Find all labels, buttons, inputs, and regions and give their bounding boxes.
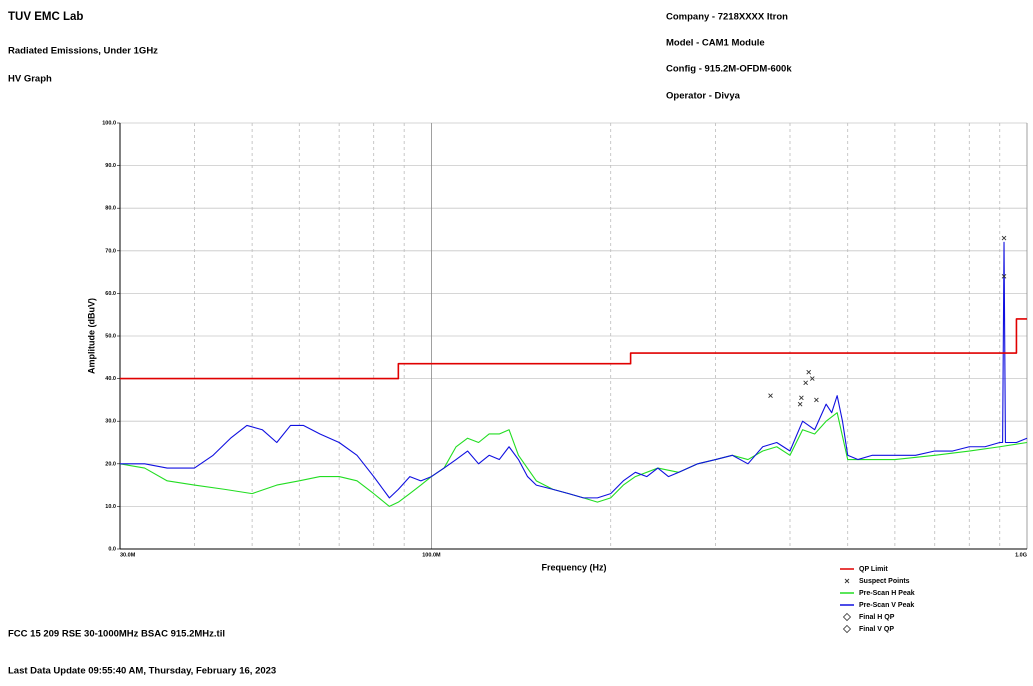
legend-label: Final V QP [859,626,894,633]
x-tick-label: 1.0G [1015,552,1027,558]
lab-title: TUV EMC Lab [8,11,83,23]
config: Config - 915.2M-OFDM-600k [666,64,792,75]
x-axis-label: Frequency (Hz) [541,562,606,572]
legend-label: Pre-Scan V Peak [859,602,914,609]
suspect-point [809,376,815,381]
file-name: FCC 15 209 RSE 30-1000MHz BSAC 915.2MHz.… [8,629,225,640]
suspect-point [803,380,808,386]
legend-label: QP Limit [859,566,888,573]
suspect-point [1001,235,1007,241]
suspect-point [814,397,819,403]
suspect-point [799,395,804,401]
series-line [119,412,1028,507]
y-axis-label: Amplitude (dBuV) [86,298,96,374]
y-tick-label: 50.0 [105,333,116,339]
y-tick-label: 70.0 [105,248,116,254]
legend-swatch [844,578,850,584]
test-name: Radiated Emissions, Under 1GHz [8,46,158,57]
graph-name: HV Graph [8,74,52,85]
legend-label: Final H QP [859,614,895,621]
legend-swatch [842,612,852,622]
y-tick-label: 0.0 [108,546,116,552]
y-tick-label: 80.0 [105,206,116,212]
legend-swatch [842,624,852,634]
y-tick-label: 100.0 [102,120,116,126]
legend-label: Suspect Points [859,578,910,585]
model: Model - CAM1 Module [666,38,765,49]
y-tick-label: 40.0 [105,376,116,382]
suspect-point [797,401,803,407]
legend-label: Pre-Scan H Peak [859,590,915,597]
suspect-point [768,393,773,398]
suspect-point [806,369,812,375]
company: Company - 7218XXXX Itron [666,12,788,23]
y-tick-label: 60.0 [105,291,116,297]
x-tick-label: 30.0M [120,552,136,558]
y-tick-label: 20.0 [105,461,116,467]
series-line [120,318,1027,380]
y-tick-label: 10.0 [105,504,116,510]
x-tick-label: 100.0M [422,552,441,558]
operator: Operator - Divya [666,91,741,102]
y-tick-label: 30.0 [105,419,116,425]
update-time: Last Data Update 09:55:40 AM, Thursday, … [8,666,276,677]
series-line [120,241,1028,499]
y-tick-label: 90.0 [105,163,116,169]
suspect-point [1001,274,1007,279]
